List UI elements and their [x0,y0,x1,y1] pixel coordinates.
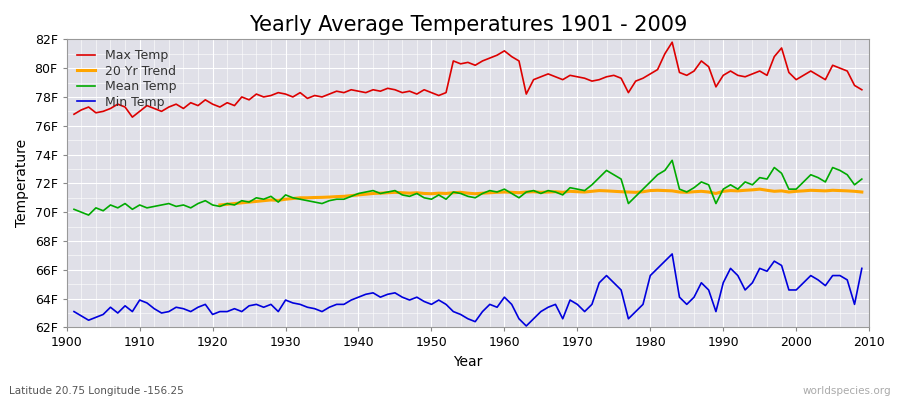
Text: worldspecies.org: worldspecies.org [803,386,891,396]
Mean Temp [499,187,509,192]
Min Temp [667,252,678,256]
Mean Temp [68,207,79,212]
Min Temp [127,309,138,314]
Line: Mean Temp: Mean Temp [74,160,862,215]
Min Temp [521,324,532,328]
Legend: Max Temp, 20 Yr Trend, Mean Temp, Min Temp: Max Temp, 20 Yr Trend, Mean Temp, Min Te… [73,46,181,112]
20 Yr Trend [463,191,473,196]
Max Temp [134,109,145,114]
Mean Temp [83,213,94,218]
20 Yr Trend [214,202,225,207]
20 Yr Trend [346,193,356,198]
20 Yr Trend [791,189,802,194]
Max Temp [857,87,868,92]
Mean Temp [507,191,517,196]
Min Temp [331,302,342,307]
Line: Max Temp: Max Temp [74,42,862,117]
Min Temp [287,300,298,305]
Mean Temp [338,197,349,202]
20 Yr Trend [754,187,765,192]
Min Temp [491,305,502,310]
Line: 20 Yr Trend: 20 Yr Trend [220,189,862,205]
Min Temp [68,309,79,314]
Mean Temp [667,158,678,163]
Min Temp [857,266,868,271]
Max Temp [338,90,349,95]
Mean Temp [294,197,305,202]
Y-axis label: Temperature: Temperature [15,139,29,228]
20 Yr Trend [543,190,553,194]
Max Temp [127,115,138,120]
Line: Min Temp: Min Temp [74,254,862,326]
Max Temp [594,77,605,82]
Title: Yearly Average Temperatures 1901 - 2009: Yearly Average Temperatures 1901 - 2009 [248,15,687,35]
Text: Latitude 20.75 Longitude -156.25: Latitude 20.75 Longitude -156.25 [9,386,184,396]
Mean Temp [594,175,605,180]
Min Temp [499,295,509,300]
Max Temp [667,40,678,45]
Max Temp [499,48,509,53]
Mean Temp [857,177,868,182]
Mean Temp [134,202,145,207]
Max Temp [68,112,79,117]
20 Yr Trend [280,197,291,202]
20 Yr Trend [294,195,305,200]
Min Temp [594,280,605,285]
Max Temp [507,54,517,59]
20 Yr Trend [857,190,868,194]
Max Temp [294,90,305,95]
X-axis label: Year: Year [454,355,482,369]
